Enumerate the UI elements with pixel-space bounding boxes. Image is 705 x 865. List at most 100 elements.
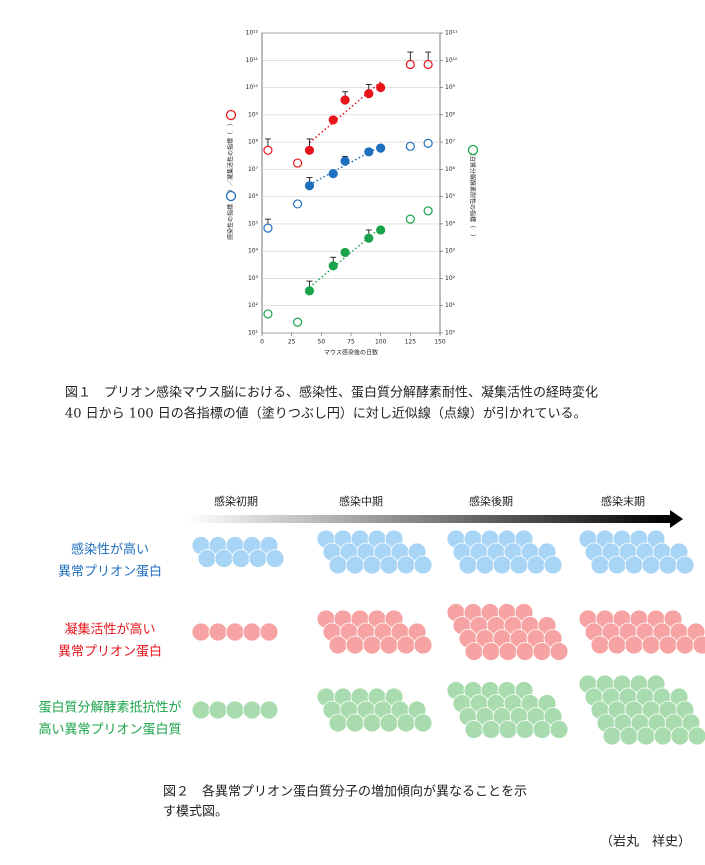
row-label: 高い異常プリオン蛋白質	[38, 722, 181, 738]
protein-ball	[345, 713, 365, 733]
y2-tick-label: 10²	[445, 275, 456, 282]
x-tick-label: 150	[434, 339, 446, 346]
legend-symbol	[225, 190, 237, 202]
x-tick-label: 100	[375, 339, 387, 346]
y-tick-label: 10¹¹	[246, 57, 259, 64]
protein-ball	[481, 720, 501, 739]
x-tick-label: 25	[288, 339, 296, 346]
stage-label: 感染末期	[601, 494, 645, 508]
protein-ball	[328, 555, 348, 575]
protein-ball	[475, 555, 495, 575]
protein-ball	[231, 549, 251, 568]
protein-ball	[607, 635, 627, 655]
legend-symbol	[467, 144, 479, 156]
protein-ball	[602, 726, 622, 746]
data-point	[376, 143, 386, 153]
caption-line: 図２ 各異常プリオン蛋白質分子の増加傾向が異なることを示	[163, 784, 527, 800]
y2-axis-label: 蛋白質分解酵素耐性の指標（ ）	[469, 150, 477, 240]
arrow-head	[670, 510, 683, 528]
y-tick-label: 10²	[248, 302, 259, 309]
protein-ball	[396, 713, 416, 733]
protein-ball	[670, 726, 690, 746]
protein-ball	[225, 700, 245, 720]
protein-ball	[624, 555, 644, 575]
protein-ball	[515, 720, 535, 739]
y2-tick-label: 10¹⁰	[445, 57, 458, 64]
protein-ball	[515, 642, 535, 661]
protein-ball	[214, 549, 234, 568]
y2-tick-label: 10⁴	[445, 220, 456, 227]
data-point	[293, 317, 303, 327]
protein-ball	[526, 555, 546, 575]
y-tick-label: 10¹²	[246, 30, 259, 37]
data-point	[423, 206, 433, 216]
protein-ball	[248, 549, 268, 568]
data-point	[423, 59, 433, 70]
protein-ball	[396, 635, 416, 655]
protein-ball	[675, 635, 695, 655]
protein-ball	[653, 726, 673, 746]
x-tick-label: 0	[260, 339, 264, 346]
y2-tick-label: 10¹¹	[445, 30, 458, 37]
caption-line: す模式図。	[163, 805, 228, 820]
protein-ball	[498, 720, 518, 739]
protein-ball	[532, 720, 552, 739]
row-label: 感染性が高い	[71, 542, 149, 558]
y2-tick-label: 10⁹	[445, 84, 456, 91]
data-point	[364, 88, 374, 99]
y-tick-label: 10⁵	[248, 220, 259, 227]
protein-ball	[396, 555, 416, 575]
protein-ball	[379, 555, 399, 575]
protein-ball	[362, 555, 382, 575]
protein-ball	[413, 635, 433, 655]
y-tick-label: 10⁷	[248, 166, 259, 173]
y2-tick-label: 10⁸	[445, 111, 456, 118]
data-point	[328, 168, 338, 179]
y-tick-label: 10⁴	[248, 248, 259, 255]
y-axis-label: 感染性の指標（ ）／凝集活性の指標（ ）	[227, 120, 235, 240]
y2-tick-label: 10⁰	[445, 330, 456, 337]
row-label: 蛋白質分解酵素抵抗性が	[38, 700, 181, 716]
protein-ball	[509, 555, 529, 575]
protein-ball	[259, 622, 279, 642]
y2-tick-label: 10⁶	[445, 166, 456, 173]
protein-ball	[590, 555, 610, 575]
y-tick-label: 10¹	[248, 330, 259, 337]
protein-ball	[687, 726, 705, 746]
data-point	[423, 138, 433, 148]
protein-ball	[641, 635, 661, 655]
protein-ball	[464, 642, 484, 661]
y-tick-label: 10⁸	[248, 139, 259, 146]
legend-symbol	[225, 109, 237, 121]
protein-ball	[225, 622, 245, 642]
row-label: 異常プリオン蛋白	[58, 564, 162, 580]
caption-line: 40 日から 100 日の各指標の値（塗りつぶし円）に対し近似線（点線）が引かれ…	[65, 406, 587, 422]
protein-ball	[191, 700, 211, 720]
data-point	[405, 141, 415, 151]
data-point	[405, 214, 415, 224]
protein-ball	[197, 549, 217, 568]
y-tick-label: 10¹⁰	[246, 84, 259, 91]
data-point	[364, 147, 374, 157]
protein-ball	[636, 726, 656, 746]
data-point	[376, 225, 386, 235]
data-point	[340, 247, 350, 258]
data-point	[293, 199, 303, 209]
protein-ball	[208, 622, 228, 642]
protein-ball	[624, 635, 644, 655]
y2-tick-label: 10¹	[445, 302, 456, 309]
protein-ball	[498, 642, 518, 661]
row-label: 異常プリオン蛋白	[58, 644, 162, 660]
y-tick-label: 10⁶	[248, 193, 259, 200]
protein-ball	[328, 713, 348, 733]
data-point	[263, 309, 273, 319]
protein-ball	[191, 622, 211, 642]
protein-ball	[458, 555, 478, 575]
protein-ball	[413, 555, 433, 575]
protein-ball	[658, 635, 678, 655]
protein-ball	[590, 635, 610, 655]
protein-ball	[532, 642, 552, 661]
data-point	[376, 82, 386, 93]
protein-ball	[692, 635, 705, 655]
